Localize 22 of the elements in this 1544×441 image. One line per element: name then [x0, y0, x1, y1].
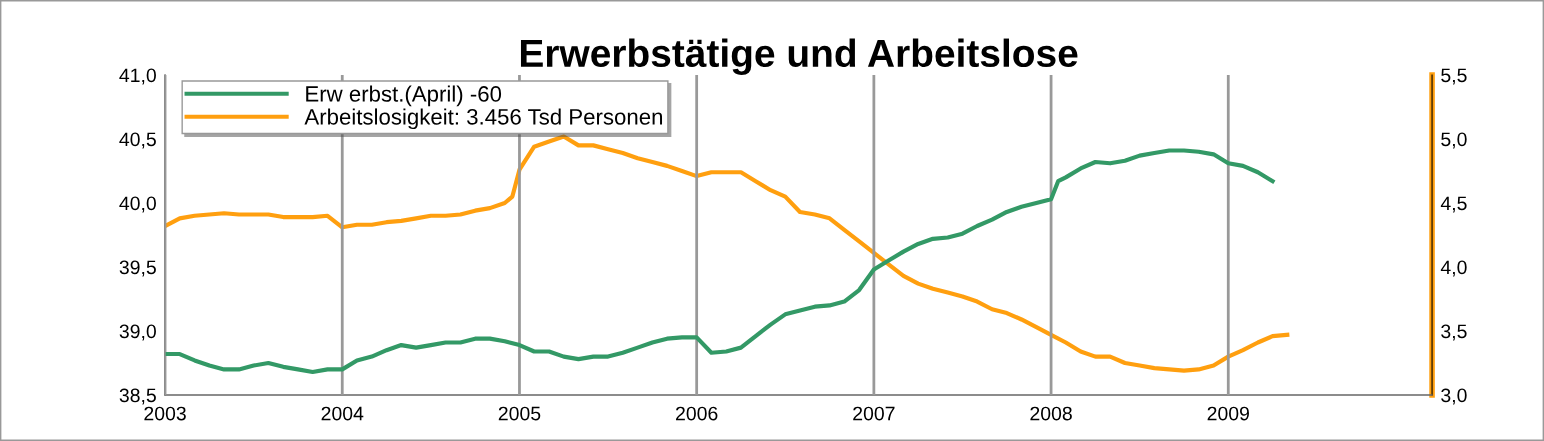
chart-title: Erwerbstätige und Arbeitslose	[520, 38, 1078, 75]
legend-label: Erw erbst.(April) -60	[306, 85, 502, 107]
x-tick-label: 2008	[1030, 406, 1072, 421]
y-tick-label: 39,5	[119, 260, 156, 277]
y2-tick-label: 5,0	[1441, 132, 1467, 149]
x-tick-label: 2007	[853, 406, 895, 421]
y-tick-label: 40,5	[119, 132, 156, 149]
y-tick-label: 39,0	[119, 324, 156, 341]
y-tick-label: 41,0	[119, 68, 156, 85]
x-tick-label: 2009	[1207, 406, 1249, 421]
y-tick-label: 38,5	[119, 388, 156, 405]
x-tick-label: 2006	[676, 406, 718, 421]
y2-tick-label: 3,5	[1441, 324, 1467, 341]
y2-tick-label: 4,5	[1440, 196, 1467, 213]
y2-tick-label: 4,0	[1440, 260, 1467, 277]
y2-tick-label: 3,0	[1441, 388, 1467, 405]
y2-tick-label: 5,5	[1441, 68, 1467, 85]
y-tick-label: 40,0	[119, 196, 156, 213]
x-tick-label: 2005	[498, 406, 541, 421]
x-tick-label: 2003	[144, 406, 186, 421]
legend-label: Arbeitslosigkeit: 3.456 Tsd Personen	[304, 108, 663, 130]
x-tick-label: 2004	[321, 406, 364, 421]
